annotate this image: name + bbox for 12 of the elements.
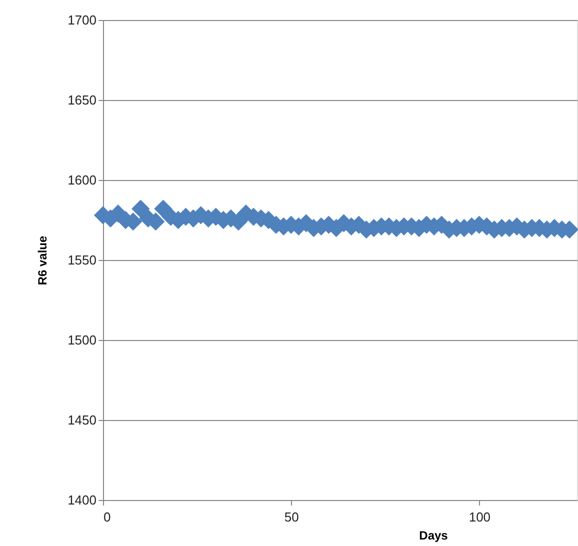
y-tick-label: 1600	[68, 172, 96, 188]
x-tick-label: 50	[284, 510, 299, 524]
x-tick-label: 100	[468, 510, 491, 524]
y-tick-label: 1700	[68, 12, 96, 28]
x-tick-label: 0	[104, 510, 111, 524]
y-tick-label: 1500	[68, 332, 96, 348]
y-tick-label: 1650	[68, 92, 96, 108]
y-axis-title: R6 value	[36, 235, 50, 286]
y-tick-label: 1550	[68, 252, 96, 268]
x-axis-title: Days	[419, 528, 448, 542]
y-tick-label: 1450	[68, 412, 96, 428]
y-tick-label: 1400	[68, 492, 96, 508]
